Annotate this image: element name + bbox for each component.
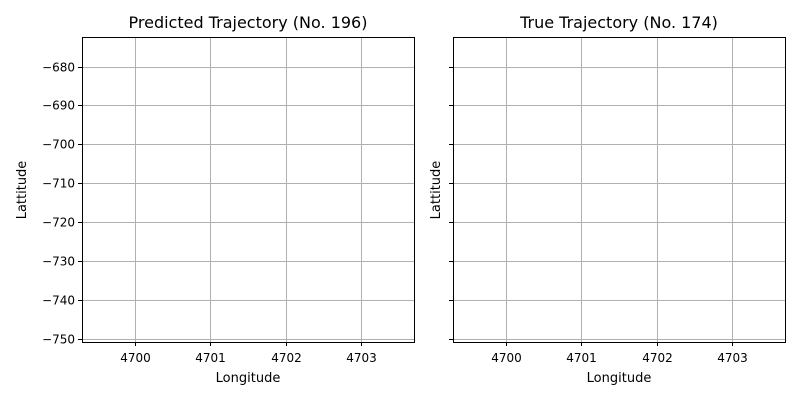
- y-tick-label: −750: [42, 333, 75, 347]
- x-axis-label: Longitude: [216, 371, 281, 386]
- y-tick-label: −720: [42, 216, 75, 230]
- x-tick-label: 4701: [566, 351, 597, 365]
- x-axis-label: Longitude: [587, 371, 652, 386]
- panel-title: True Trajectory (No. 174): [519, 13, 718, 32]
- grid: [82, 37, 414, 342]
- ticks: 4700 4701 4702 4703 −680 −690 −700 −710 −720 −730…: [42, 61, 377, 366]
- x-tick-label: 4700: [120, 351, 151, 365]
- y-tick-label: −690: [42, 99, 75, 113]
- panel-title: Predicted Trajectory (No. 196): [129, 13, 368, 32]
- x-tick-label: 4701: [195, 351, 226, 365]
- x-tick-label: 4702: [642, 351, 673, 365]
- y-tick-label: −680: [42, 61, 75, 75]
- y-axis-label: Lattitude: [429, 161, 444, 220]
- true-trajectory-panel: True Trajectory (No. 174) Longitude Latt…: [429, 13, 786, 386]
- ticks: 4700 4701 4702 4703: [449, 67, 748, 365]
- predicted-trajectory-panel: Predicted Trajectory (No. 196) Longitude…: [15, 13, 415, 386]
- axes-frame: [453, 37, 786, 343]
- x-tick-label: 4703: [717, 351, 748, 365]
- y-tick-label: −700: [42, 138, 75, 152]
- axes-frame: [82, 37, 415, 343]
- y-tick-label: −730: [42, 255, 75, 269]
- x-tick-label: 4702: [271, 351, 302, 365]
- grid: [453, 37, 785, 342]
- y-axis-label: Lattitude: [15, 161, 30, 220]
- y-tick-label: −740: [42, 294, 75, 308]
- x-tick-label: 4700: [491, 351, 522, 365]
- x-tick-label: 4703: [346, 351, 377, 365]
- y-tick-label: −710: [42, 177, 75, 191]
